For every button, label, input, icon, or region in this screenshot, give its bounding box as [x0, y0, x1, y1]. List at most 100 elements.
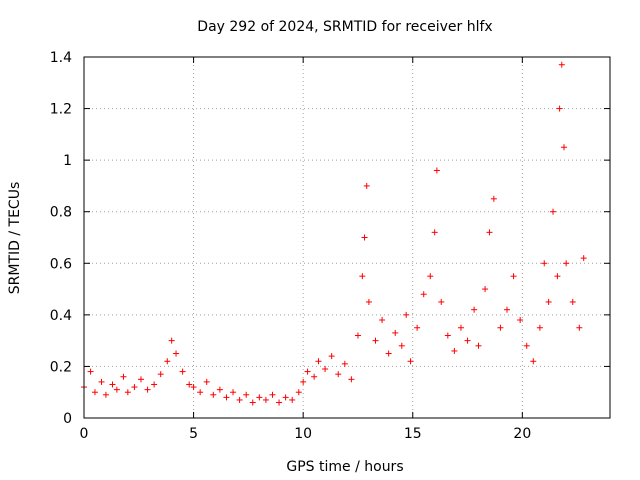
data-point [190, 384, 197, 391]
x-tick-label: 15 [404, 426, 422, 442]
data-point [451, 347, 458, 354]
data-point [569, 298, 576, 305]
data-point [361, 234, 368, 241]
y-tick-label: 0.6 [50, 256, 72, 272]
data-point [530, 358, 537, 365]
data-point [243, 391, 250, 398]
data-point [398, 342, 405, 349]
data-point [457, 324, 464, 331]
data-point [216, 386, 223, 393]
data-point [510, 273, 517, 280]
data-point [497, 324, 504, 331]
data-point [113, 386, 120, 393]
data-point [427, 273, 434, 280]
data-point [431, 229, 438, 236]
data-point [576, 324, 583, 331]
data-point [365, 298, 372, 305]
data-point [102, 391, 109, 398]
data-point [475, 342, 482, 349]
data-point [203, 378, 210, 385]
chart-title: Day 292 of 2024, SRMTID for receiver hlf… [197, 19, 492, 35]
data-point [385, 350, 392, 357]
data-point [91, 389, 98, 396]
data-point [311, 373, 318, 380]
data-point [210, 391, 217, 398]
data-point [249, 399, 256, 406]
data-point [444, 332, 451, 339]
axis-ticks: 0 5 10 15 20 0 0.2 0.4 0.6 0.8 1 1.2 1.4 [50, 50, 610, 442]
data-point [197, 389, 204, 396]
data-point [558, 61, 565, 68]
y-tick-label: 1 [63, 153, 72, 169]
data-point [173, 350, 180, 357]
data-point [536, 324, 543, 331]
data-point [490, 195, 497, 202]
data-point [420, 291, 427, 298]
data-point [236, 396, 243, 403]
data-point [379, 317, 386, 324]
data-point [186, 381, 193, 388]
data-point [144, 386, 151, 393]
data-point [315, 358, 322, 365]
data-point [335, 371, 342, 378]
data-point [168, 337, 175, 344]
data-point [223, 394, 230, 401]
x-tick-label: 10 [294, 426, 312, 442]
data-point [517, 317, 524, 324]
data-point [541, 260, 548, 267]
data-point [304, 368, 311, 375]
data-point [372, 337, 379, 344]
data-point [354, 332, 361, 339]
data-point [109, 381, 116, 388]
data-point [98, 378, 105, 385]
data-point [414, 324, 421, 331]
data-point [269, 391, 276, 398]
data-point [503, 306, 510, 313]
data-points [81, 61, 587, 406]
data-point [486, 229, 493, 236]
data-point [580, 255, 587, 262]
data-point [300, 378, 307, 385]
data-point [87, 368, 94, 375]
data-point [550, 208, 557, 215]
data-point [341, 360, 348, 367]
data-point [363, 182, 370, 189]
x-tick-label: 5 [189, 426, 198, 442]
data-point [120, 373, 127, 380]
y-tick-label: 0.8 [50, 205, 72, 221]
data-point [560, 144, 567, 151]
data-point [256, 394, 263, 401]
grid-lines [84, 57, 610, 418]
data-point [295, 389, 302, 396]
data-point [124, 389, 131, 396]
y-tick-label: 1.4 [50, 50, 72, 66]
data-point [289, 396, 296, 403]
data-point [407, 358, 414, 365]
data-point [556, 105, 563, 112]
y-tick-label: 0 [63, 411, 72, 427]
data-point [328, 353, 335, 360]
y-tick-label: 1.2 [50, 102, 72, 118]
x-tick-label: 20 [513, 426, 531, 442]
data-point [403, 311, 410, 318]
data-point [131, 384, 138, 391]
y-axis-label: SRMTID / TECUs [7, 182, 23, 295]
data-point [471, 306, 478, 313]
data-point [433, 167, 440, 174]
data-point [438, 298, 445, 305]
x-axis-label: GPS time / hours [286, 459, 403, 475]
data-point [322, 366, 329, 373]
plot-frame [83, 56, 611, 419]
data-point [137, 376, 144, 383]
data-point [545, 298, 552, 305]
data-point [276, 399, 283, 406]
data-point [151, 381, 158, 388]
y-tick-label: 0.4 [50, 308, 72, 324]
y-tick-label: 0.2 [50, 359, 72, 375]
data-point [179, 368, 186, 375]
data-point [348, 376, 355, 383]
data-point [554, 273, 561, 280]
x-tick-label: 0 [80, 426, 89, 442]
data-point [359, 273, 366, 280]
